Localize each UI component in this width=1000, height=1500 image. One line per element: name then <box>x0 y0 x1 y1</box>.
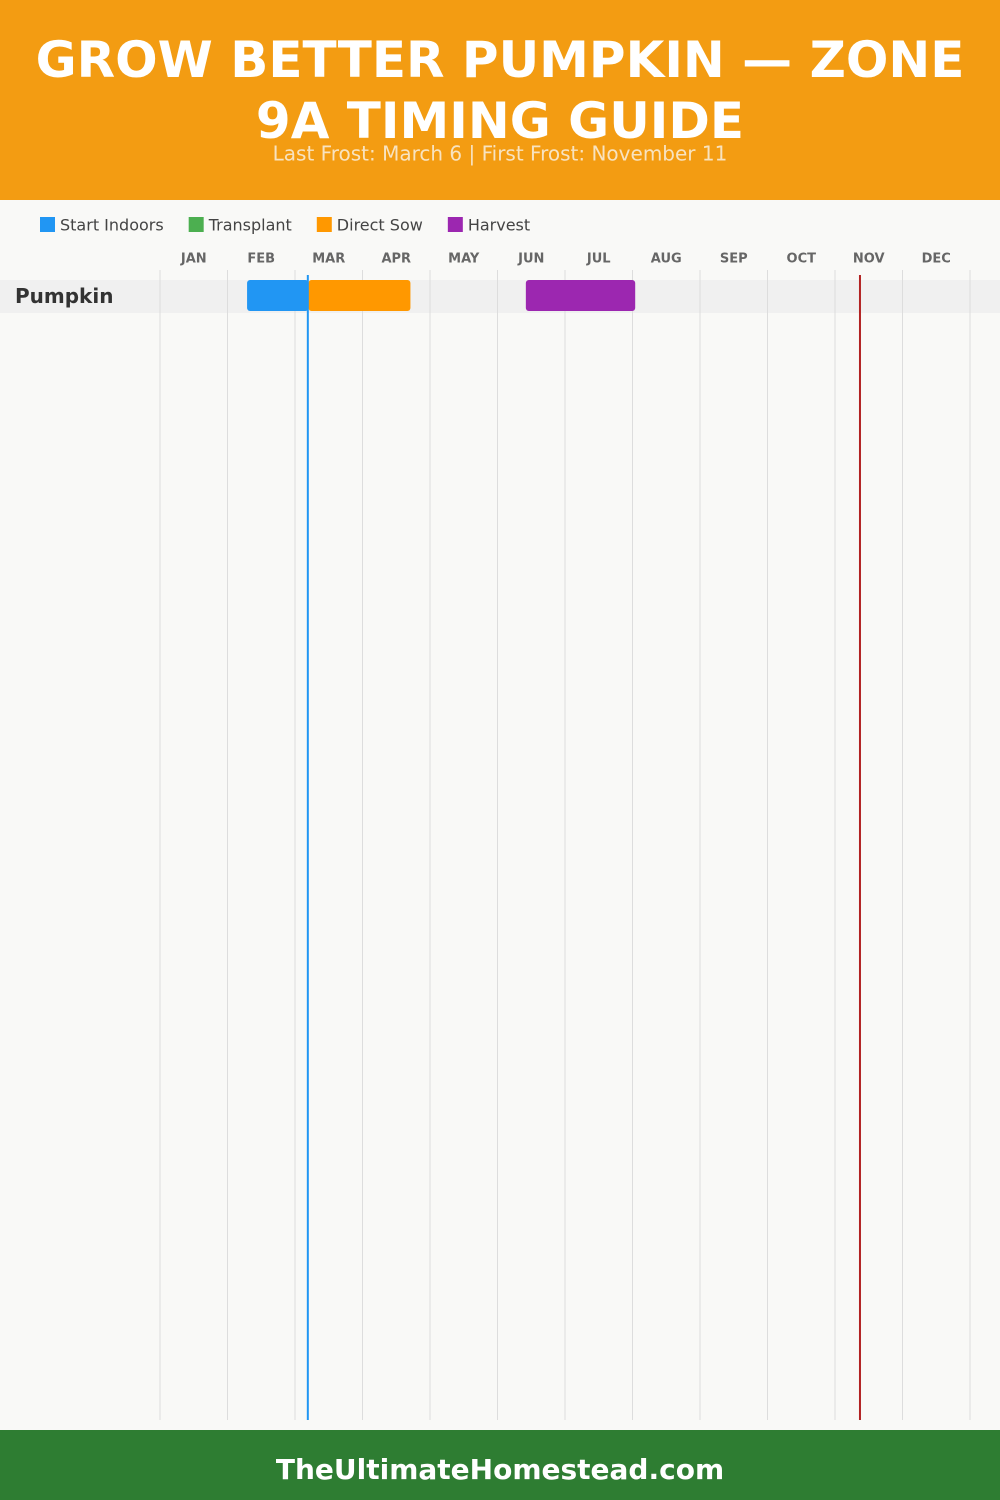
bar <box>308 280 411 311</box>
x-tick-label: JUN <box>517 252 544 267</box>
legend-swatch <box>316 217 332 232</box>
title-box: GROW BETTER PUMPKIN — ZONE 9A TIMING GUI… <box>35 31 965 150</box>
row-band <box>0 280 1000 313</box>
legend-label: Start Indoors <box>60 216 164 235</box>
legend-label: Harvest <box>468 216 530 235</box>
x-tick-label: APR <box>381 252 411 267</box>
chart-title: GROW BETTER PUMPKIN — ZONE 9A TIMING GUI… <box>35 31 965 150</box>
x-tick-label: JUL <box>586 252 611 267</box>
footer <box>0 1430 1000 1500</box>
bar <box>247 280 309 311</box>
x-tick-label: OCT <box>787 252 817 267</box>
x-tick-label: JAN <box>180 252 207 267</box>
x-tick-label: SEP <box>720 252 748 267</box>
header <box>0 0 1000 200</box>
x-tick-label: MAY <box>448 252 480 267</box>
bar <box>525 280 636 311</box>
x-tick-label: NOV <box>853 252 885 267</box>
legend-swatch <box>188 217 204 232</box>
row-label: Pumpkin <box>15 284 113 308</box>
legend-label: Transplant <box>208 216 292 235</box>
legend-swatch <box>40 217 55 232</box>
x-tick-label: MAR <box>312 252 345 267</box>
x-tick-label: FEB <box>247 252 275 267</box>
footer-text: TheUltimateHomestead.com <box>276 1453 724 1486</box>
x-tick-label: AUG <box>651 252 682 267</box>
legend-swatch <box>447 217 463 232</box>
x-tick-label: DEC <box>922 252 951 267</box>
legend-label: Direct Sow <box>337 216 423 235</box>
chart-subtitle: Last Frost: March 6 | First Frost: Novem… <box>273 142 728 166</box>
